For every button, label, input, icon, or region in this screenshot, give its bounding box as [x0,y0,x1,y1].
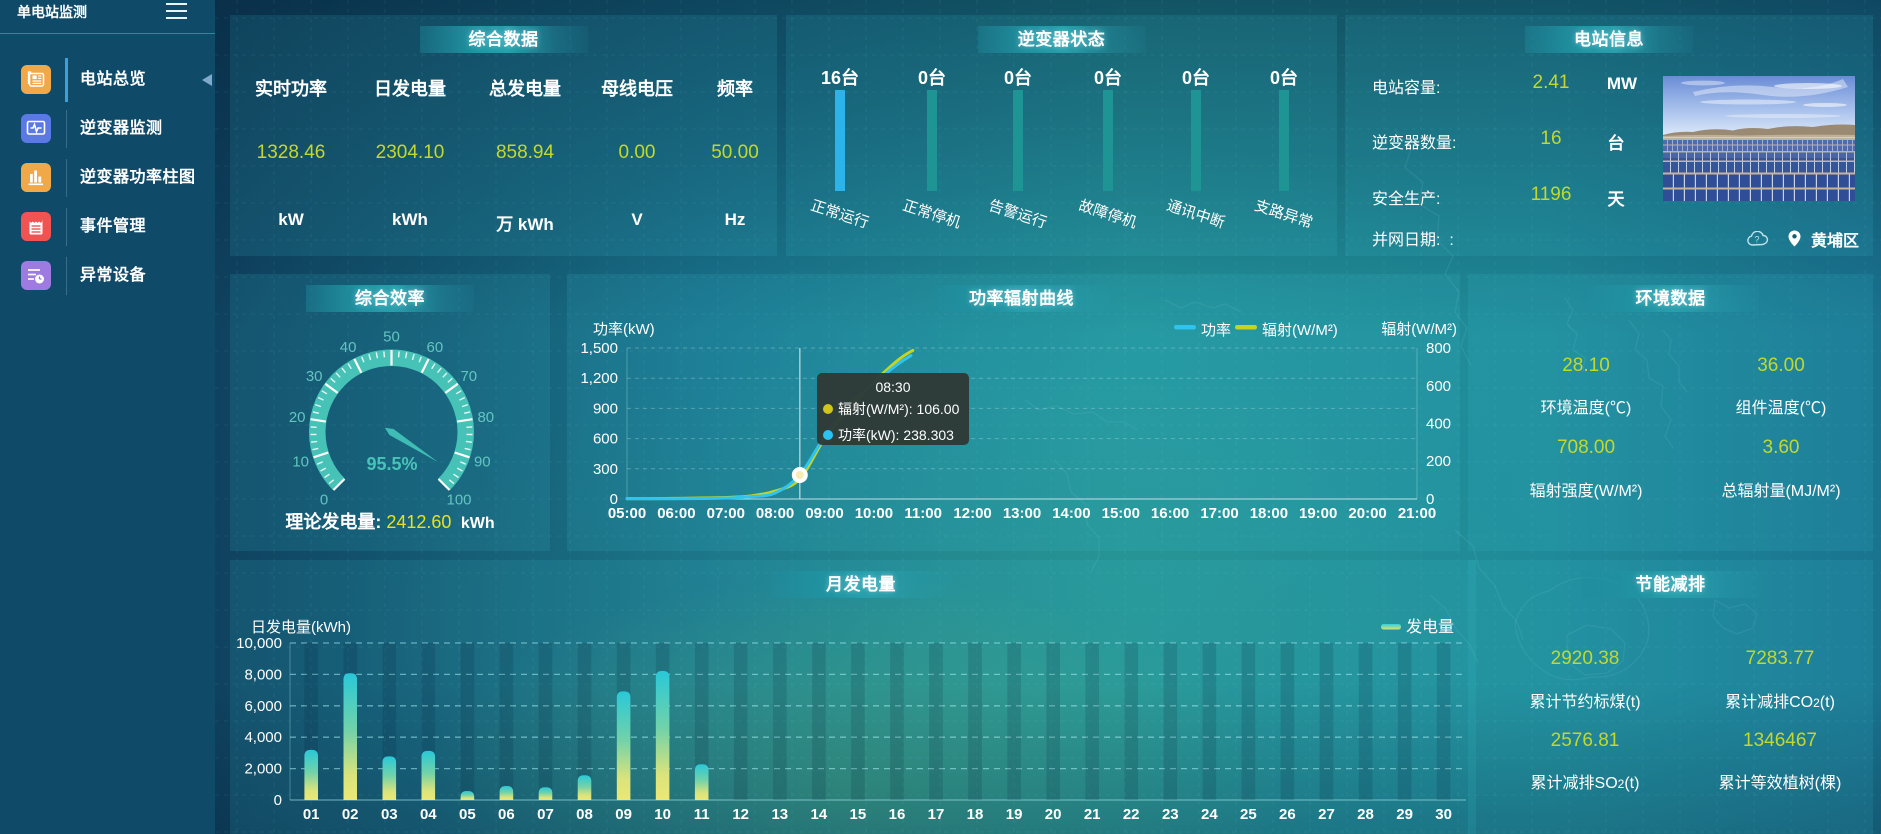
svg-text:8,000: 8,000 [244,666,282,683]
svg-text:19:00: 19:00 [1299,505,1337,522]
svg-text:12: 12 [732,806,749,823]
svg-text:15: 15 [850,806,867,823]
svg-text:300: 300 [593,461,618,478]
svg-text:0: 0 [320,492,328,509]
svg-text:14: 14 [811,806,828,823]
svg-text:80: 80 [477,409,494,426]
svg-text:07: 07 [537,806,554,823]
svg-text:14:00: 14:00 [1052,505,1090,522]
svg-text:28: 28 [1357,806,1374,823]
svg-text:27: 27 [1318,806,1335,823]
svg-text:1,500: 1,500 [580,340,618,357]
svg-text:20: 20 [289,409,306,426]
svg-text:30: 30 [1435,806,1452,823]
svg-text:09: 09 [615,806,632,823]
svg-text:10: 10 [654,806,671,823]
svg-text:60: 60 [427,339,444,356]
svg-text:03: 03 [381,806,398,823]
svg-text:发电量: 发电量 [1406,618,1454,636]
svg-text:4,000: 4,000 [244,729,282,746]
svg-text:02: 02 [342,806,359,823]
svg-text:?: ? [1754,235,1759,245]
svg-text:日发电量(kWh): 日发电量(kWh) [251,619,351,636]
svg-text:90: 90 [474,454,491,471]
svg-text:800: 800 [1426,340,1451,357]
svg-text:70: 70 [460,368,477,385]
svg-text:600: 600 [1426,378,1451,395]
svg-text:功率(kW): 功率(kW) [593,321,655,338]
svg-text:200: 200 [1426,453,1451,470]
svg-text:1,200: 1,200 [580,370,618,387]
svg-text:13: 13 [771,806,788,823]
svg-text:26: 26 [1279,806,1296,823]
svg-text:20:00: 20:00 [1348,505,1386,522]
svg-text:900: 900 [593,400,618,417]
svg-text:07:00: 07:00 [707,505,745,522]
svg-text:11: 11 [694,806,710,823]
svg-text:19: 19 [1006,806,1023,823]
svg-text:功率: 功率 [1201,322,1231,339]
svg-text:10: 10 [292,454,309,471]
svg-text:0: 0 [274,792,282,809]
svg-text:30: 30 [306,368,323,385]
svg-text:29: 29 [1396,806,1413,823]
svg-text:06:00: 06:00 [657,505,695,522]
svg-text:08: 08 [576,806,593,823]
svg-text:08:00: 08:00 [756,505,794,522]
svg-text:10,000: 10,000 [236,635,282,652]
svg-text:05: 05 [459,806,476,823]
svg-text:12:00: 12:00 [953,505,991,522]
svg-text:15:00: 15:00 [1102,505,1140,522]
svg-text:17: 17 [928,806,945,823]
svg-text:22: 22 [1123,806,1140,823]
svg-text:20: 20 [1045,806,1062,823]
svg-text:6,000: 6,000 [244,698,282,715]
svg-text:100: 100 [446,492,471,509]
svg-text:05:00: 05:00 [608,505,646,522]
svg-text:17:00: 17:00 [1200,505,1238,522]
svg-text:11:00: 11:00 [904,505,942,522]
svg-text:09:00: 09:00 [805,505,843,522]
svg-text:0: 0 [610,491,618,508]
svg-text:21: 21 [1084,806,1101,823]
svg-text:04: 04 [420,806,437,823]
svg-text:13:00: 13:00 [1003,505,1041,522]
svg-text:10:00: 10:00 [855,505,893,522]
svg-text:2,000: 2,000 [244,761,282,778]
svg-text:24: 24 [1201,806,1218,823]
svg-text:23: 23 [1162,806,1179,823]
svg-text:0: 0 [1426,491,1434,508]
svg-text:400: 400 [1426,416,1451,433]
svg-text:18: 18 [967,806,984,823]
svg-text:18:00: 18:00 [1250,505,1288,522]
svg-text:辐射(W/M²): 辐射(W/M²) [1262,322,1338,339]
svg-text:06: 06 [498,806,515,823]
svg-text:25: 25 [1240,806,1257,823]
svg-text:辐射(W/M²): 辐射(W/M²) [1381,321,1457,338]
svg-text:21:00: 21:00 [1398,505,1436,522]
svg-text:16:00: 16:00 [1151,505,1189,522]
svg-text:50: 50 [383,329,400,346]
svg-text:600: 600 [593,431,618,448]
svg-text:40: 40 [340,339,357,356]
svg-text:16: 16 [889,806,906,823]
svg-text:01: 01 [303,806,320,823]
